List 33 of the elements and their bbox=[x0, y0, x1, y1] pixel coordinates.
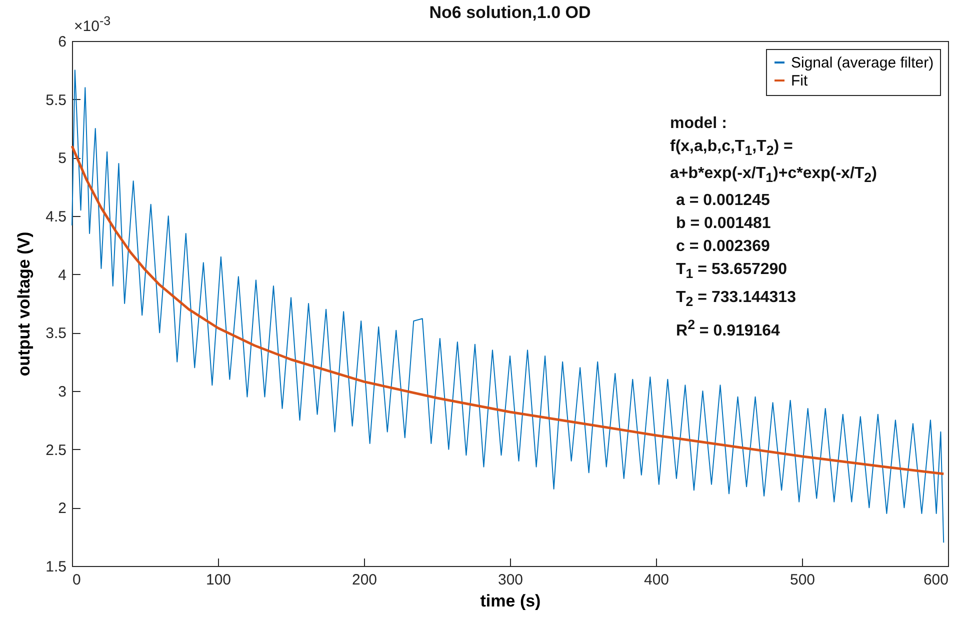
y-tick-label: 3.5 bbox=[46, 325, 66, 342]
x-tick-label: 600 bbox=[923, 572, 948, 588]
x-tick-label: 0 bbox=[72, 572, 81, 588]
x-tick-label: 500 bbox=[790, 572, 816, 588]
x-tick-label: 100 bbox=[206, 572, 232, 588]
legend-label: Signal (average filter) bbox=[791, 54, 934, 72]
y-tick-label: 3 bbox=[58, 384, 66, 400]
annotation: c = 0.002369 bbox=[675, 237, 771, 258]
y-axis-title: output voltage (V) bbox=[14, 232, 34, 376]
y-tick-label: 5.5 bbox=[46, 92, 66, 109]
y-tick-label: 2 bbox=[58, 500, 66, 518]
y-tick-label: 4.5 bbox=[46, 208, 66, 226]
annotation: T$_{2}$ = 733.144313 bbox=[675, 288, 797, 311]
x-axis-title: time (s) bbox=[480, 592, 541, 610]
legend-label: Fit bbox=[791, 72, 808, 90]
annotation: R$^{2}$ = 0.919164 bbox=[675, 316, 781, 342]
x-tick-label: 200 bbox=[352, 572, 378, 588]
text: ×10$^{-3}$ bbox=[74, 14, 111, 35]
line-series bbox=[72, 70, 944, 544]
y-tick-label: 5 bbox=[58, 150, 66, 168]
y-tick-label: 2.5 bbox=[46, 442, 66, 459]
annotation: b = 0.001481 bbox=[675, 214, 772, 234]
y-tick-label: 4 bbox=[58, 266, 66, 284]
annotation: a = 0.001245 bbox=[675, 191, 771, 212]
y-tick-label: 1.5 bbox=[46, 558, 66, 576]
annotation: model : bbox=[670, 114, 728, 134]
x-tick-label: 400 bbox=[644, 572, 670, 588]
y-tick-label: 6 bbox=[58, 34, 66, 50]
chart-title: No6 solution,1.0 OD bbox=[429, 3, 591, 22]
x-tick-label: 300 bbox=[498, 572, 524, 588]
annotation: f(x,a,b,c,T$_{1}$,T$_{2}$) = bbox=[670, 137, 794, 160]
annotation: T$_{1}$ = 53.657290 bbox=[675, 260, 788, 284]
annotation: a+b*exp(-x/T$_{1}$)+c*exp(-x/T$_{2}$) bbox=[670, 164, 877, 188]
